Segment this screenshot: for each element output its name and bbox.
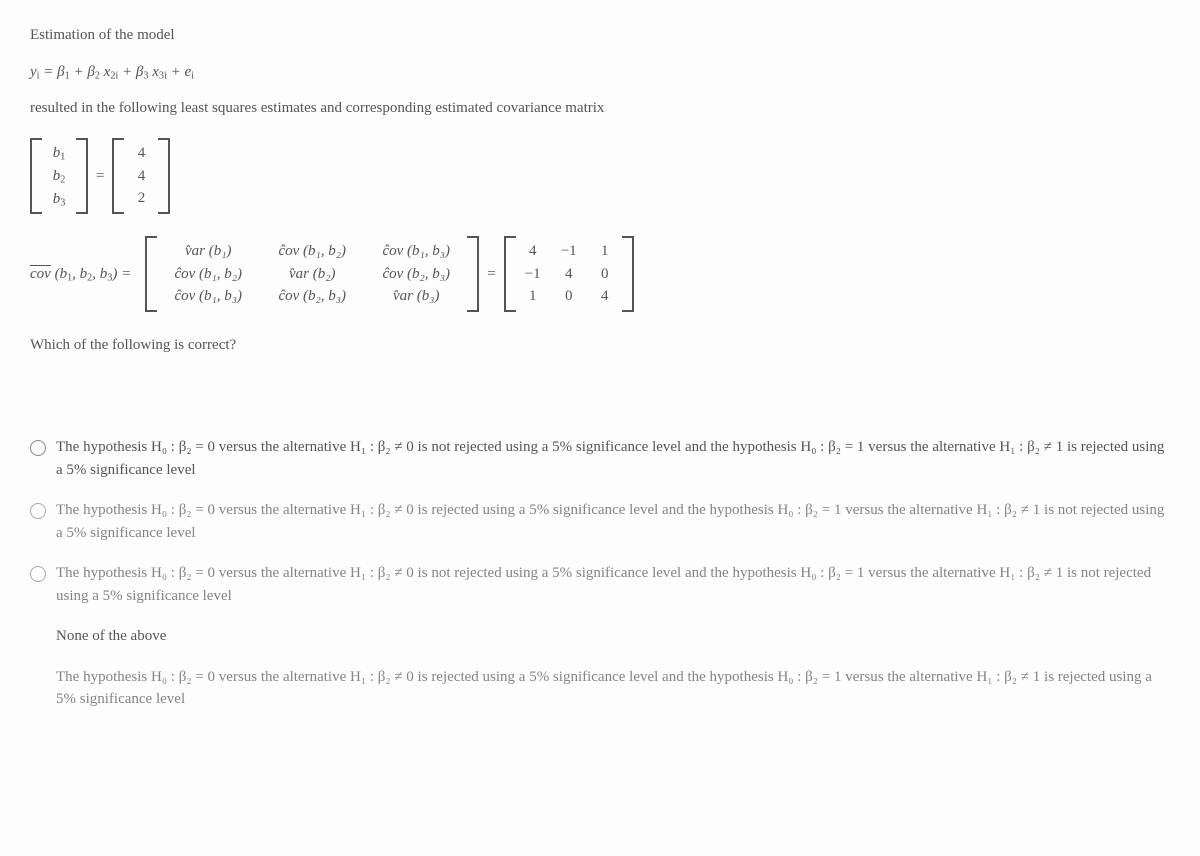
section-title: Estimation of the model (30, 24, 1170, 47)
b2-label: b2 (48, 165, 70, 188)
b1-label: b1 (48, 142, 70, 165)
equals-sign: = (96, 165, 104, 188)
option-d-text: None of the above (56, 625, 1170, 648)
option-b-text: The hypothesis H₀ : β₂ = 0 versus the al… (56, 499, 1170, 544)
option-c-text: The hypothesis H₀ : β₂ = 0 versus the al… (56, 562, 1170, 607)
option-a-text: The hypothesis H₀ : β₂ = 0 versus the al… (56, 436, 1170, 481)
b3-value: 2 (130, 187, 152, 210)
b1-value: 4 (130, 142, 152, 165)
question-text: Which of the following is correct? (30, 334, 1170, 357)
option-e[interactable]: The hypothesis H₀ : β₂ = 0 versus the al… (30, 666, 1170, 711)
option-e-text: The hypothesis H₀ : β₂ = 0 versus the al… (56, 666, 1170, 711)
cov-lhs-label: cov (b1, b2, b3) = (30, 263, 131, 286)
b3-label: b3 (48, 188, 70, 211)
model-equation: yi = β1 + β2 x2i + β3 x3i + ei (30, 61, 1170, 84)
b-vector-equation: b1 b2 b3 = 4 4 2 (30, 138, 1170, 215)
covariance-equation: cov (b1, b2, b3) = v̂ar (b₁) ĉov (b₁, b… (30, 236, 1170, 312)
option-c[interactable]: The hypothesis H₀ : β₂ = 0 versus the al… (30, 562, 1170, 607)
option-a[interactable]: The hypothesis H₀ : β₂ = 0 versus the al… (30, 436, 1170, 481)
equals-sign-2: = (487, 263, 495, 286)
intro-text: resulted in the following least squares … (30, 97, 1170, 120)
b2-value: 4 (130, 165, 152, 188)
radio-icon[interactable] (30, 566, 46, 582)
radio-icon[interactable] (30, 440, 46, 456)
option-b[interactable]: The hypothesis H₀ : β₂ = 0 versus the al… (30, 499, 1170, 544)
radio-icon[interactable] (30, 503, 46, 519)
option-d[interactable]: None of the above (30, 625, 1170, 648)
